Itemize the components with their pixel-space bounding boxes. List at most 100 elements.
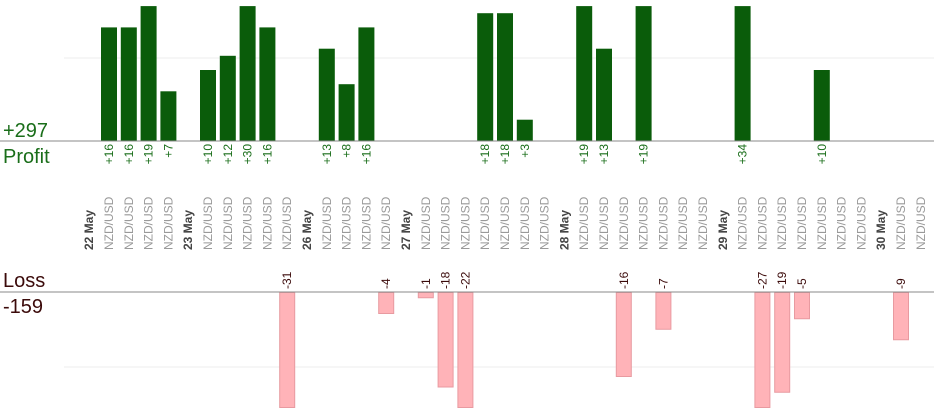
date-label: 28 May (557, 210, 571, 250)
category-label: NZD/USD (122, 196, 136, 250)
profit-value-label: +3 (518, 144, 532, 158)
profit-bar (477, 13, 494, 142)
category-label: NZD/USD (736, 196, 750, 250)
loss-label: Loss (3, 270, 45, 292)
category-label: NZD/USD (914, 196, 928, 250)
loss-total: -159 (3, 296, 43, 318)
category-label: NZD/USD (340, 196, 354, 250)
category-label: NZD/USD (419, 196, 433, 250)
category-label: NZD/USD (775, 196, 789, 250)
loss-value-label: -18 (439, 271, 453, 289)
category-label: NZD/USD (656, 196, 670, 250)
profit-value-label: +19 (577, 144, 591, 165)
category-label: NZD/USD (854, 196, 868, 250)
date-label: 23 May (181, 210, 195, 250)
loss-value-label: -19 (775, 271, 789, 289)
category-label: NZD/USD (458, 196, 472, 250)
category-label: NZD/USD (439, 196, 453, 250)
loss-value-label: -1 (419, 278, 433, 289)
profit-bar (318, 48, 335, 142)
loss-bar (378, 292, 395, 314)
profit-bar (219, 55, 236, 141)
date-label: 26 May (300, 210, 314, 250)
category-label: NZD/USD (280, 196, 294, 250)
profit-bar (596, 48, 612, 142)
profit-bar (140, 6, 157, 141)
axes (0, 140, 934, 293)
profit-bar (160, 91, 177, 141)
profit-bar (734, 6, 751, 141)
profit-value-label: +16 (122, 144, 136, 165)
profit-value-label: +8 (340, 144, 354, 158)
profit-bar (120, 27, 137, 141)
loss-bar (457, 292, 474, 408)
loss-bar (893, 292, 909, 341)
category-label: NZD/USD (815, 196, 829, 250)
loss-value-label: -22 (458, 271, 472, 289)
category-label: NZD/USD (498, 196, 512, 250)
profit-value-label: +19 (142, 144, 156, 165)
loss-bar (655, 292, 672, 330)
profit-value-label: +12 (221, 144, 235, 165)
category-label: NZD/USD (201, 196, 215, 250)
category-label: NZD/USD (102, 196, 116, 250)
category-label: NZD/USD (359, 196, 373, 250)
profit-value-label: +7 (161, 144, 175, 158)
date-label: 29 May (716, 210, 730, 250)
loss-bar (279, 292, 296, 408)
profit-value-label: +19 (637, 144, 651, 165)
profit-value-label: +13 (597, 144, 611, 165)
profit-value-label: +30 (241, 144, 255, 165)
bars (101, 6, 909, 408)
category-label: NZD/USD (142, 196, 156, 250)
category-label: NZD/USD (538, 196, 552, 250)
category-label: NZD/USD (260, 196, 274, 250)
date-label: 22 May (82, 210, 96, 250)
profit-value-label: +16 (260, 144, 274, 165)
category-label: NZD/USD (755, 196, 769, 250)
profit-bar (516, 119, 533, 141)
category-label: NZD/USD (597, 196, 611, 250)
category-label: NZD/USD (577, 196, 591, 250)
profit-total: +297 (3, 120, 48, 142)
loss-bar (774, 292, 791, 393)
category-label: NZD/USD (518, 196, 532, 250)
category-label: NZD/USD (795, 196, 809, 250)
date-label: 30 May (874, 210, 888, 250)
profit-bar (200, 70, 216, 141)
category-label: NZD/USD (221, 196, 235, 250)
profit-value-label: +34 (736, 144, 750, 165)
loss-value-label: -27 (755, 271, 769, 289)
loss-value-label: -4 (379, 278, 393, 289)
profit-bar (101, 27, 117, 141)
profit-bar (813, 70, 830, 141)
category-label: NZD/USD (241, 196, 255, 250)
profit-bar (635, 6, 652, 141)
category-label: NZD/USD (894, 196, 908, 250)
category-label: NZD/USD (637, 196, 651, 250)
profit-value-label: +16 (359, 144, 373, 165)
profit-bar (497, 13, 513, 142)
category-label: NZD/USD (379, 196, 393, 250)
profit-value-label: +16 (102, 144, 116, 165)
profit-bar (239, 6, 256, 141)
profit-value-label: +10 (201, 144, 215, 165)
loss-bar (437, 292, 454, 388)
category-label: NZD/USD (835, 196, 849, 250)
loss-value-label: -16 (617, 271, 631, 289)
loss-bar (794, 292, 810, 320)
labels: 22 May 23 May 26 May 27 May 28 May 29 May 30 M… (82, 144, 928, 289)
date-label: 27 May (399, 210, 413, 250)
loss-value-label: -31 (280, 271, 294, 289)
category-label: NZD/USD (617, 196, 631, 250)
category-label: NZD/USD (320, 196, 334, 250)
profit-bar (259, 27, 276, 141)
category-label: NZD/USD (478, 196, 492, 250)
profit-bar (576, 6, 593, 141)
profit-bar (358, 27, 375, 141)
loss-value-label: -7 (656, 278, 670, 289)
category-label: NZD/USD (676, 196, 690, 250)
loss-value-label: -5 (795, 278, 809, 289)
profit-bar (338, 84, 355, 141)
